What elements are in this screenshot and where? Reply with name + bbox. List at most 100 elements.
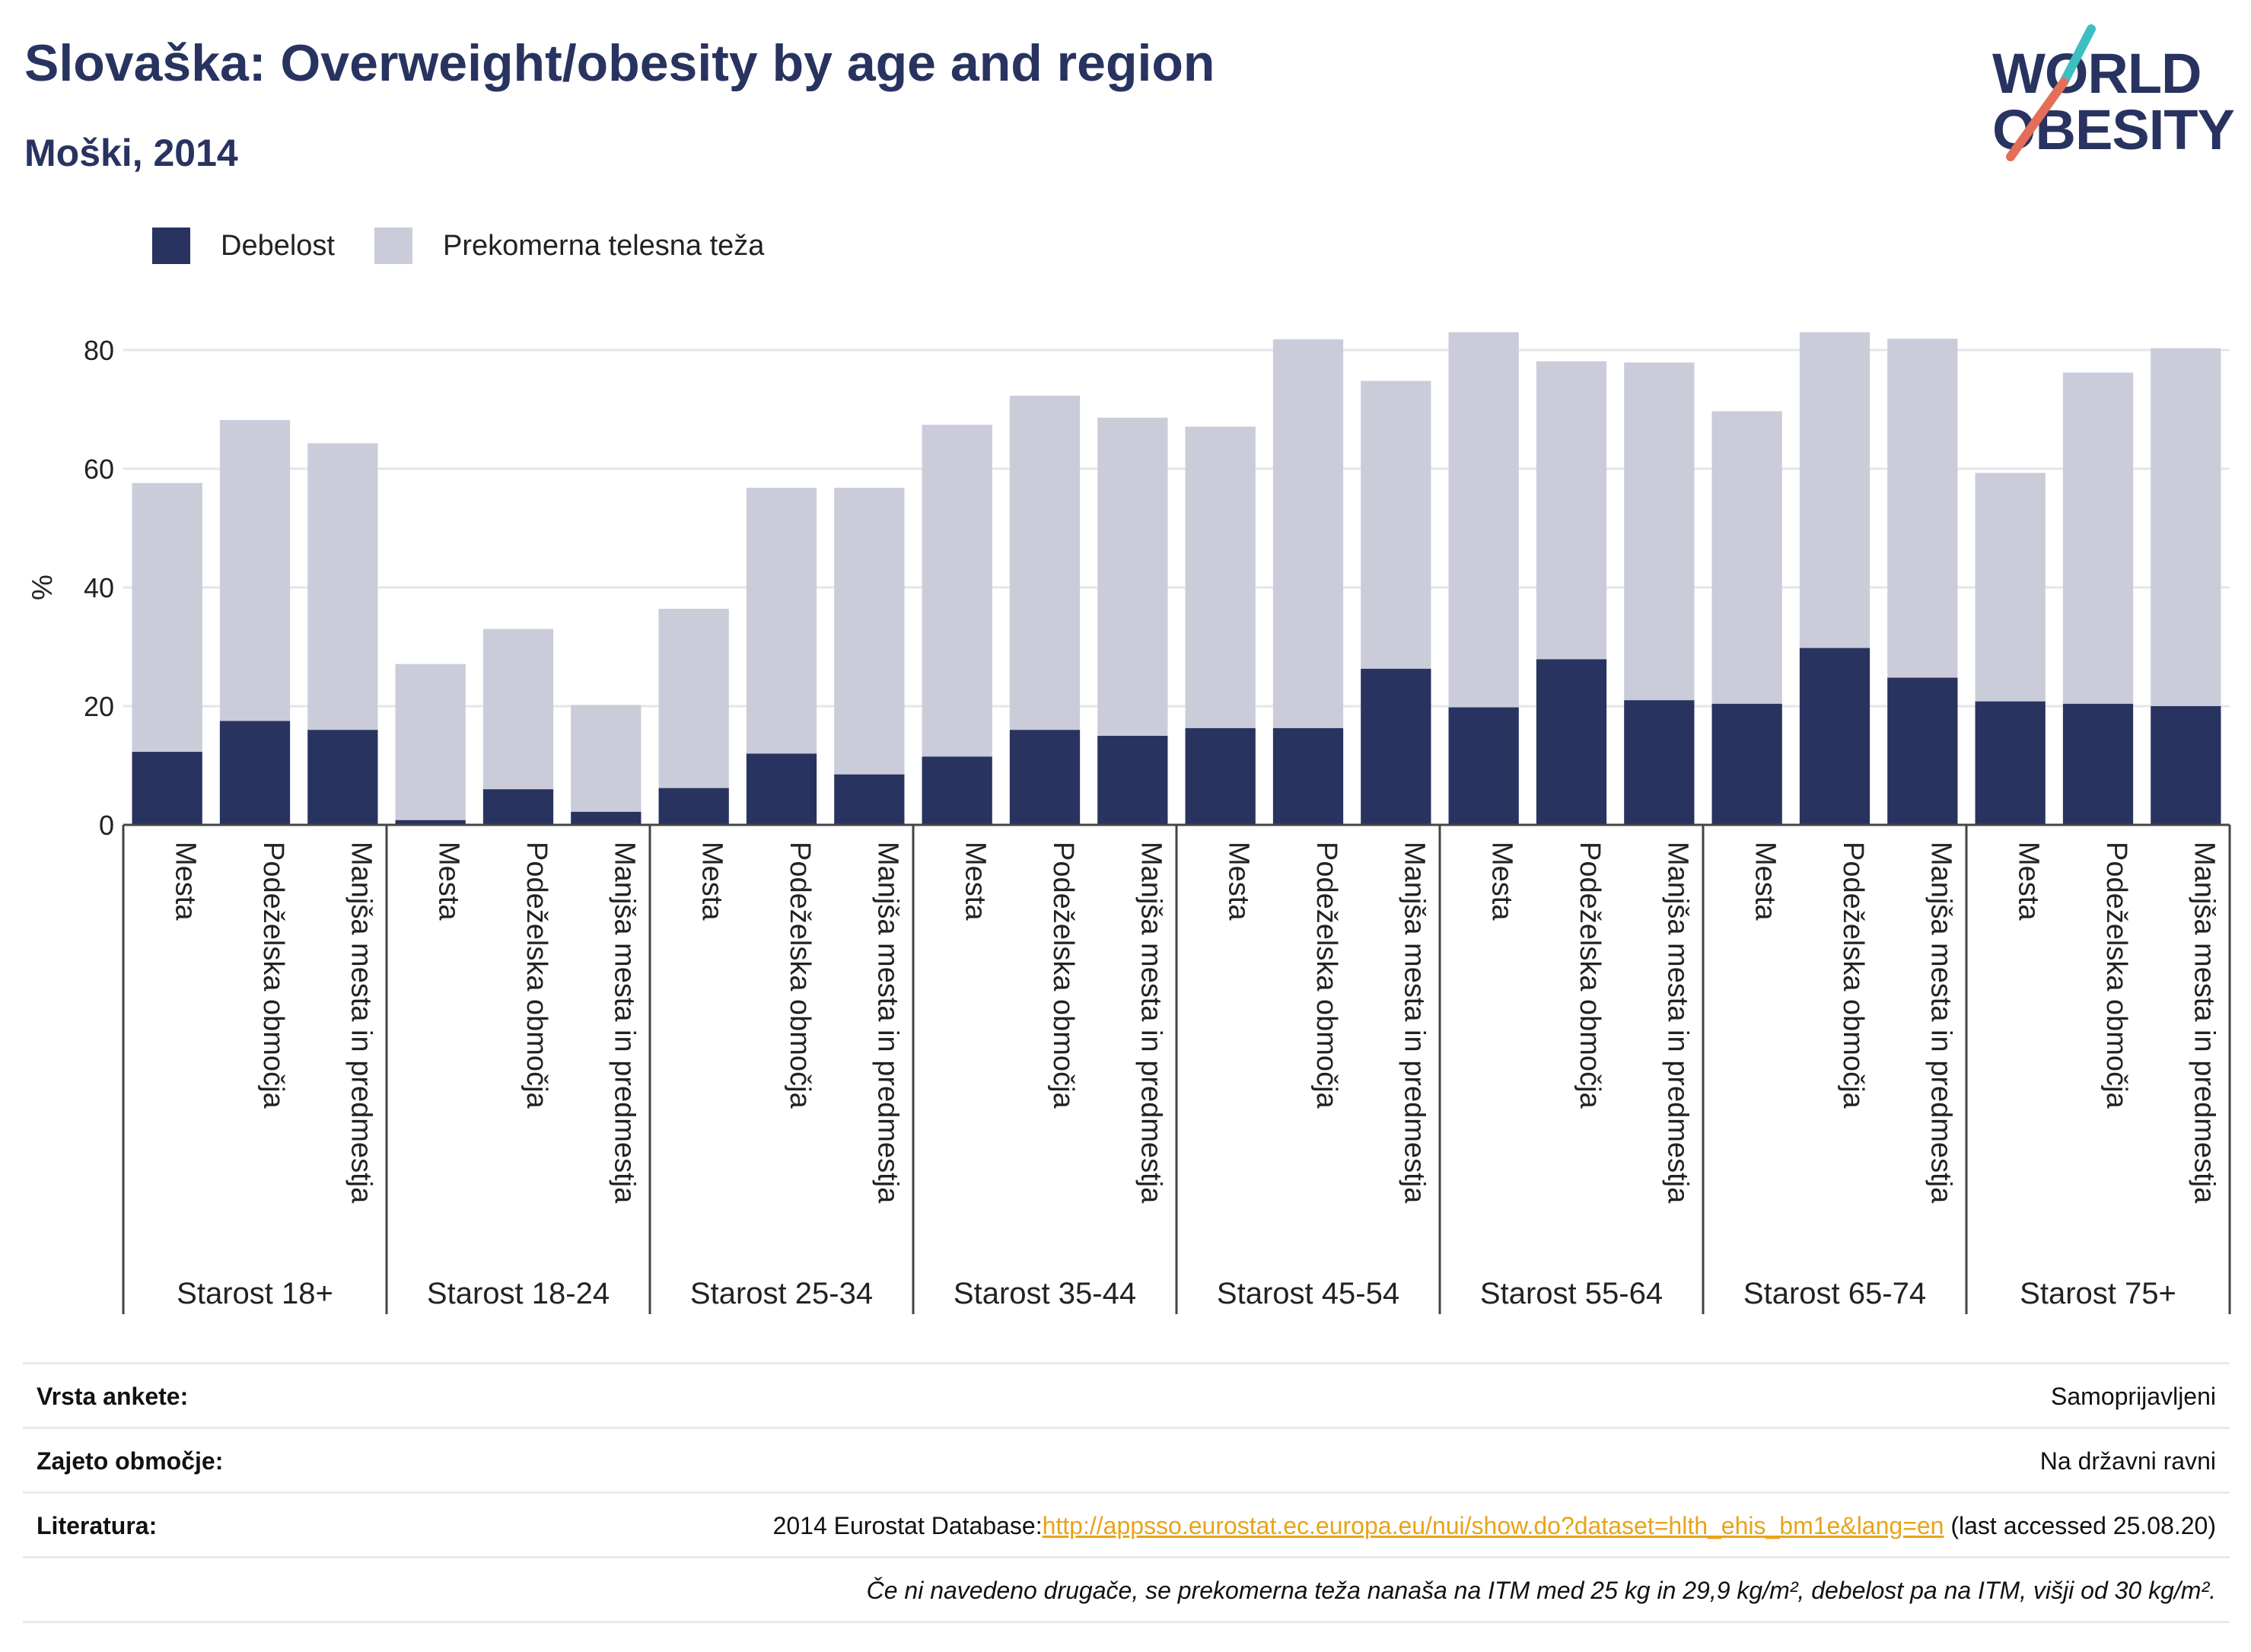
footer-row-note: Če ni navedeno drugače, se prekomerna te…	[23, 1556, 2230, 1623]
bar-overweight	[1185, 426, 1256, 728]
chart-subtitle: Moški, 2014	[24, 132, 238, 174]
bar-overweight	[2062, 372, 2134, 704]
bar-obesity	[1536, 659, 1607, 825]
bar-overweight	[132, 482, 202, 753]
footer-value: Na državni ravni	[2039, 1447, 2216, 1475]
bar-overweight	[1799, 332, 1871, 648]
legend-item-overweight[interactable]: Prekomerna telesna teža	[374, 228, 764, 264]
bar-obesity	[834, 774, 905, 825]
x-category-label: Mesta	[696, 842, 728, 921]
x-category-label: Mesta	[2013, 842, 2045, 921]
x-category-label: Manjša mesta in predmestja	[608, 842, 640, 1204]
y-tick-label: 80	[84, 335, 114, 366]
bar-obesity	[395, 820, 466, 825]
bar-overweight	[1975, 473, 2046, 702]
bar-overweight	[834, 487, 905, 775]
footer-row-reference: Literatura: 2014 Eurostat Database:http:…	[23, 1491, 2230, 1556]
bar-overweight	[1448, 332, 1519, 708]
x-category-label: Mesta	[433, 842, 465, 921]
legend-item-obesity[interactable]: Debelost	[152, 228, 335, 264]
legend-swatch-obesity	[152, 228, 190, 264]
bar-obesity	[571, 811, 642, 825]
bar-obesity	[1097, 736, 1168, 825]
footer-row-coverage: Zajeto območje: Na državni ravni	[23, 1427, 2230, 1491]
x-group-label: Starost 55-64	[1480, 1277, 1663, 1310]
bar-obesity	[1799, 648, 1871, 825]
x-group-label: Starost 45-54	[1217, 1277, 1399, 1310]
logo-line-1: WORLD	[1992, 42, 2202, 105]
footer-label: Zajeto območje:	[37, 1447, 224, 1475]
x-category-label: Podeželska območja	[257, 842, 289, 1109]
footer-note: Če ni navedeno drugače, se prekomerna te…	[866, 1577, 2216, 1604]
bar-overweight	[746, 487, 817, 754]
bar-overweight	[1272, 339, 1344, 728]
bar-overweight	[922, 425, 992, 757]
bar-obesity	[1272, 727, 1344, 825]
footer-value: 2014 Eurostat Database:http://appsso.eur…	[773, 1512, 2216, 1540]
world-obesity-logo: WORLD OBESITY	[1979, 23, 2237, 167]
y-tick-label: 20	[84, 691, 114, 722]
bar-obesity	[219, 721, 291, 825]
x-category-label: Manjša mesta in predmestja	[1925, 842, 1956, 1204]
bar-overweight	[1711, 411, 1782, 704]
chart-legend: Debelost Prekomerna telesna teža	[152, 227, 804, 265]
x-category-label: Podeželska območja	[1310, 842, 1342, 1109]
bar-obesity	[2062, 703, 2134, 825]
bar-overweight	[1009, 396, 1081, 731]
bar-obesity	[1448, 707, 1519, 825]
bar-overweight	[1624, 362, 1695, 701]
x-category-label: Manjša mesta in predmestja	[1661, 842, 1693, 1204]
x-category-label: Manjša mesta in predmestja	[2188, 842, 2220, 1204]
bar-obesity	[1009, 730, 1081, 825]
x-group-label: Starost 35-44	[954, 1277, 1136, 1310]
bar-overweight	[219, 420, 291, 721]
bar-obesity	[482, 789, 554, 825]
legend-swatch-overweight	[374, 228, 412, 264]
x-category-label: Mesta	[1223, 842, 1255, 921]
reference-link[interactable]: http://appsso.eurostat.ec.europa.eu/nui/…	[1042, 1512, 1944, 1539]
bar-obesity	[1887, 677, 1958, 825]
x-group-label: Starost 18+	[177, 1277, 333, 1310]
y-tick-label: 40	[84, 572, 114, 603]
bar-obesity	[1711, 703, 1782, 825]
y-tick-label: 0	[99, 810, 114, 841]
legend-label-overweight: Prekomerna telesna teža	[442, 229, 765, 262]
x-category-label: Podeželska območja	[521, 842, 552, 1109]
x-category-label: Manjša mesta in predmestja	[871, 842, 903, 1204]
footer-table: Vrsta ankete: Samoprijavljeni Zajeto obm…	[23, 1362, 2230, 1623]
x-group-label: Starost 25-34	[690, 1277, 873, 1310]
x-category-label: Mesta	[1486, 842, 1518, 921]
bar-overweight	[1097, 417, 1168, 736]
bar-overweight	[1536, 361, 1607, 660]
x-category-label: Podeželska območja	[1047, 842, 1079, 1109]
x-group-label: Starost 18-24	[427, 1277, 610, 1310]
footer-row-survey-type: Vrsta ankete: Samoprijavljeni	[23, 1362, 2230, 1427]
chart-title: Slovaška: Overweight/obesity by age and …	[24, 34, 1215, 92]
x-category-label: Podeželska območja	[2100, 842, 2132, 1109]
x-category-label: Podeželska območja	[784, 842, 816, 1109]
bar-obesity	[658, 788, 729, 825]
bar-obesity	[1185, 727, 1256, 825]
x-category-label: Mesta	[960, 842, 992, 921]
bar-obesity	[922, 756, 992, 825]
bar-overweight	[658, 609, 729, 788]
bar-overweight	[395, 664, 466, 820]
bar-overweight	[307, 443, 378, 731]
x-group-label: Starost 65-74	[1743, 1277, 1926, 1310]
stacked-bar-chart: 0 20 40 60 80% Mesta Podeželska območja Manjša …	[27, 332, 2231, 1314]
x-group-label: Starost 75+	[2020, 1277, 2176, 1310]
x-category-label: Manjša mesta in predmestja	[1398, 842, 1430, 1204]
bar-obesity	[1975, 701, 2046, 825]
x-category-label: Podeželska območja	[1837, 842, 1869, 1109]
y-tick-label: 60	[84, 454, 114, 485]
x-category-label: Mesta	[1750, 842, 1781, 921]
bar-overweight	[1887, 339, 1958, 678]
x-category-label: Manjša mesta in predmestja	[1135, 842, 1167, 1204]
bar-obesity	[1361, 668, 1431, 825]
bar-overweight	[1361, 380, 1431, 669]
bar-obesity	[746, 753, 817, 825]
bar-obesity	[132, 752, 202, 825]
bar-overweight	[2151, 348, 2221, 706]
y-axis-label: %	[27, 575, 59, 600]
footer-value: Samoprijavljeni	[2051, 1383, 2216, 1410]
